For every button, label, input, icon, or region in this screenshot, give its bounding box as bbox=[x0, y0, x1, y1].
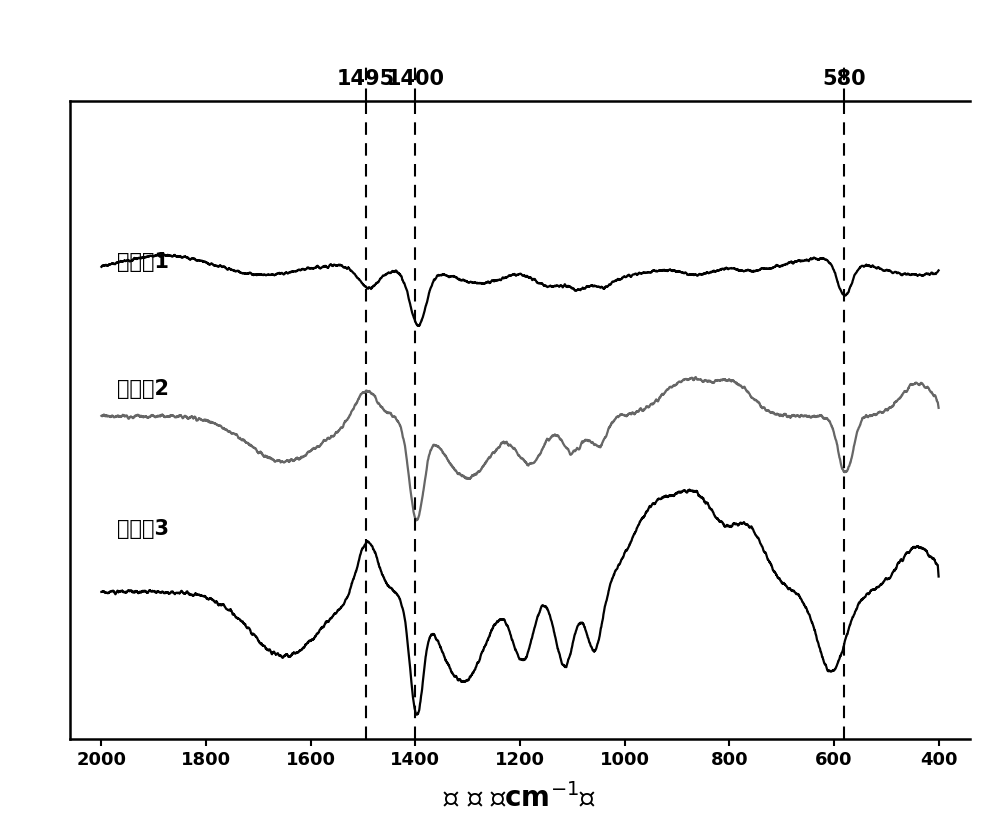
Text: 1495: 1495 bbox=[337, 69, 395, 88]
Text: 580: 580 bbox=[823, 69, 866, 88]
Text: 实施例2: 实施例2 bbox=[117, 379, 169, 398]
X-axis label: 波 数 （cm$^{-1}$）: 波 数 （cm$^{-1}$） bbox=[443, 783, 597, 813]
Text: 实施例3: 实施例3 bbox=[117, 519, 169, 539]
Text: 实施例1: 实施例1 bbox=[117, 252, 169, 272]
Text: 1400: 1400 bbox=[386, 69, 444, 88]
